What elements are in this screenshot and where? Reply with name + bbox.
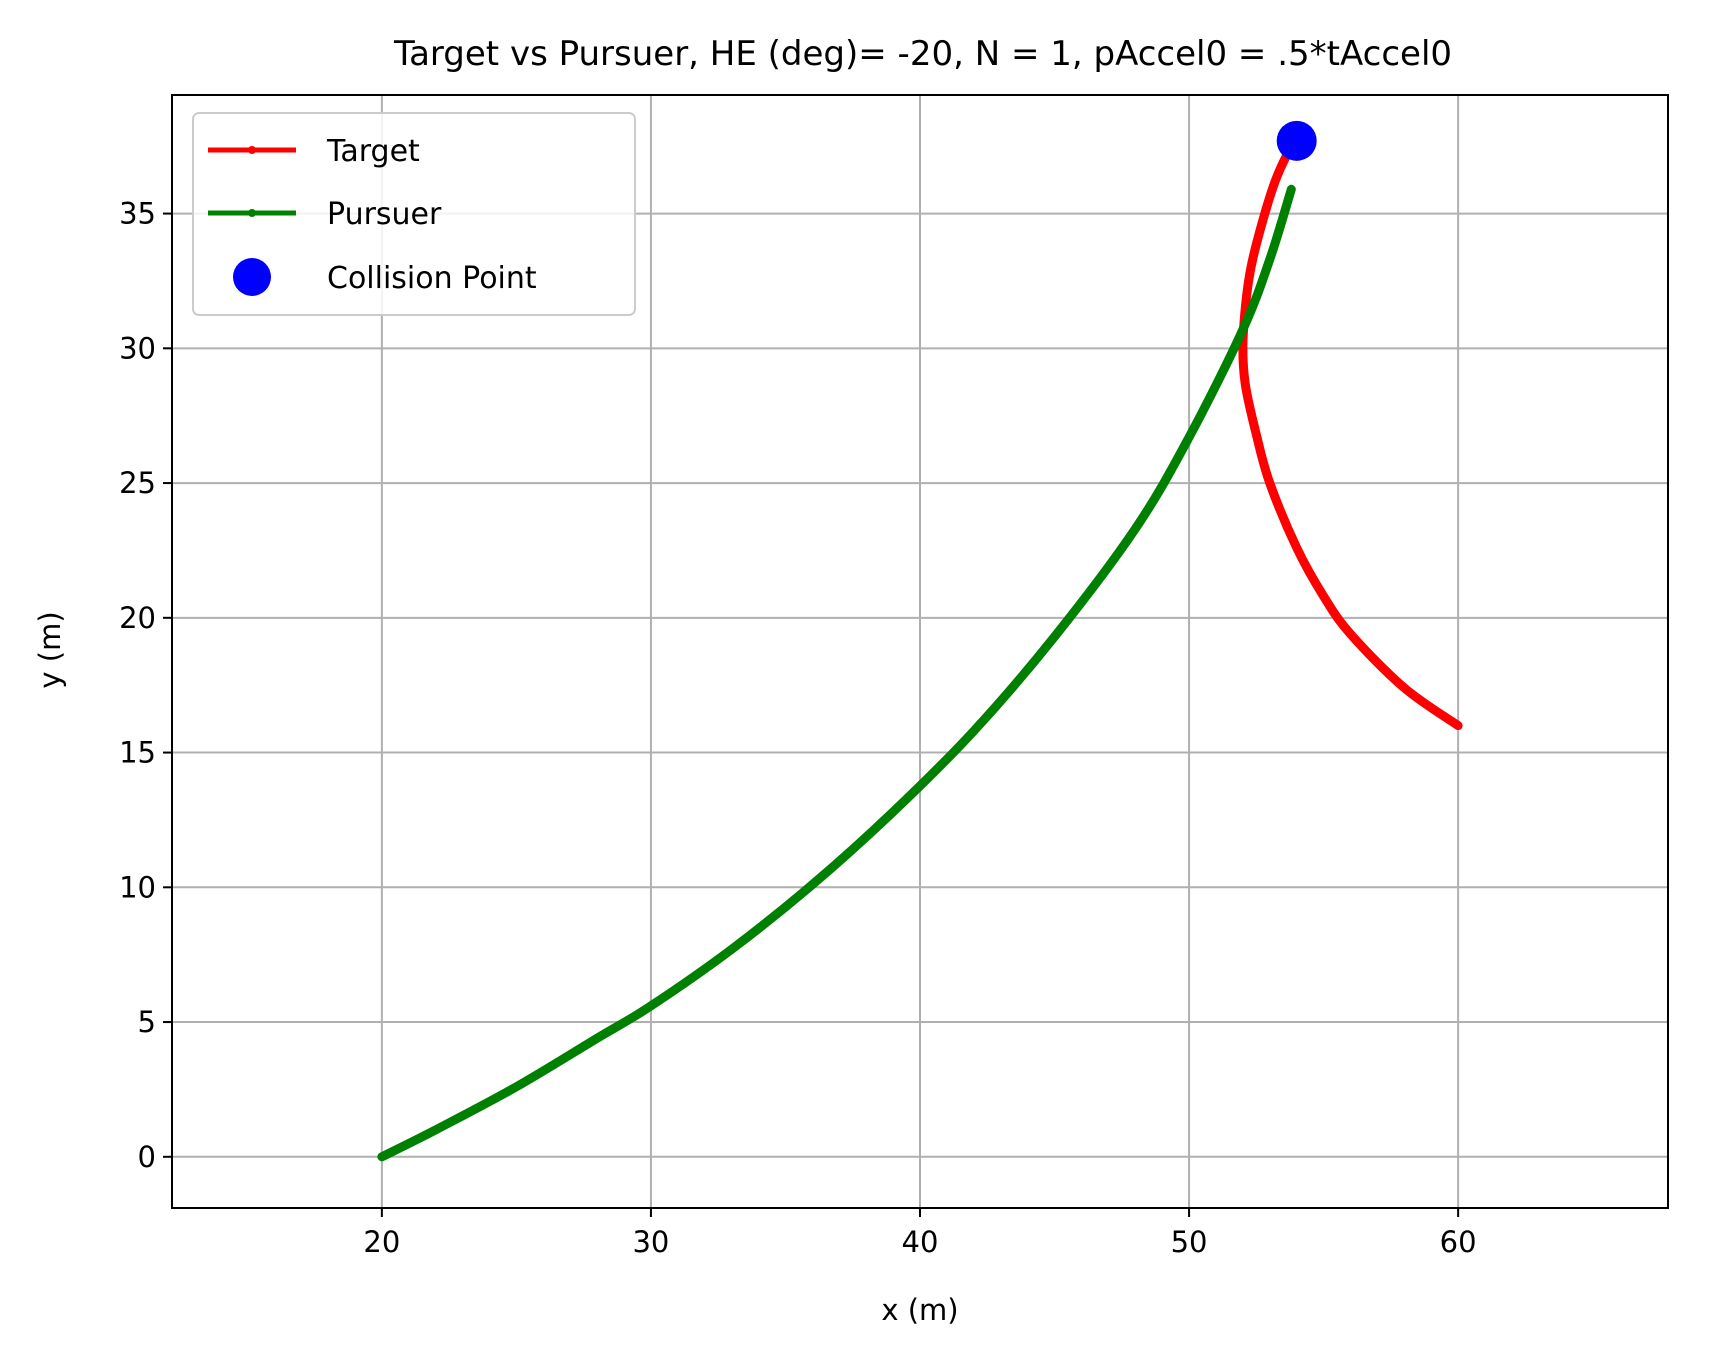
y-axis-label: y (m) — [33, 611, 67, 688]
y-tick-label: 25 — [119, 466, 156, 500]
y-tick-label: 35 — [119, 197, 156, 231]
legend-pursuer-label: Pursuer — [327, 197, 442, 232]
x-tick-label: 60 — [1440, 1225, 1477, 1259]
x-tick-label: 50 — [1171, 1225, 1208, 1259]
y-tick-label: 30 — [119, 331, 156, 365]
collision-point-marker — [1276, 120, 1317, 161]
series-layer — [377, 136, 1463, 1162]
x-axis-label: x (m) — [881, 1293, 958, 1327]
legend-collision-label: Collision Point — [327, 261, 537, 296]
legend-collision-marker — [233, 258, 271, 296]
y-tick-label: 5 — [138, 1005, 156, 1039]
x-tick-label: 30 — [632, 1225, 669, 1259]
y-tick-label: 15 — [119, 736, 156, 770]
x-tick-label: 20 — [363, 1225, 400, 1259]
chart-title: Target vs Pursuer, HE (deg)= -20, N = 1,… — [393, 34, 1452, 74]
legend-target-label: Target — [326, 134, 420, 169]
grid-layer — [172, 95, 1668, 1208]
series-line-target — [1238, 136, 1463, 731]
ticks-layer: 20 30 40 50 60 0 5 10 15 20 25 30 35 — [119, 197, 1476, 1259]
y-tick-label: 20 — [119, 601, 156, 635]
legend-box — [192, 112, 636, 316]
legend-target-marker — [248, 146, 256, 154]
x-tick-label: 40 — [902, 1225, 939, 1259]
series-line-pursuer — [377, 184, 1296, 1162]
points-layer — [1276, 120, 1317, 161]
legend-pursuer-marker — [248, 209, 256, 217]
legend: Target Pursuer Collision Point — [192, 112, 636, 316]
y-tick-label: 0 — [138, 1140, 156, 1174]
y-tick-label: 10 — [119, 870, 156, 904]
